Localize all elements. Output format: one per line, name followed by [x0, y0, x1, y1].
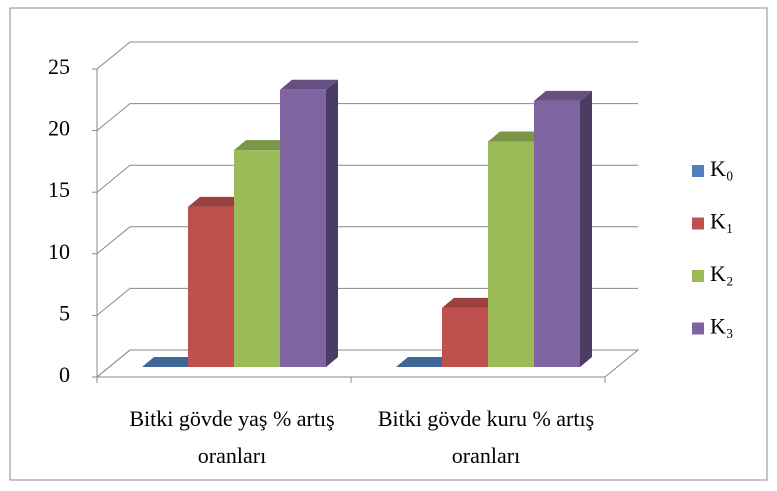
y-tick-label: 15 — [48, 177, 70, 202]
chart-border — [9, 7, 768, 481]
legend-label: K₀ — [710, 156, 734, 181]
grid-line — [96, 41, 638, 70]
grid-line — [96, 287, 638, 316]
x-tick-label: Bitki gövde kuru % artış oranları — [377, 406, 595, 468]
bar — [488, 141, 534, 367]
bar-top — [234, 140, 292, 151]
bar-side — [326, 79, 338, 368]
legend-swatch — [692, 270, 704, 282]
bar-side — [580, 90, 592, 367]
legend-label: K₂ — [710, 261, 734, 286]
legend-swatch — [692, 322, 704, 335]
y-tick-label: 25 — [48, 54, 70, 79]
bar-top — [188, 196, 246, 207]
bar-top — [488, 131, 546, 142]
y-tick-label: 5 — [59, 300, 70, 325]
legend-label: K₁ — [710, 209, 734, 234]
bar — [280, 89, 326, 368]
bar-top — [396, 357, 454, 367]
grid-line — [96, 226, 638, 255]
y-tick-label: 20 — [48, 116, 70, 141]
bar-top — [442, 297, 500, 308]
y-tick-label: 10 — [48, 239, 70, 264]
bar-top — [280, 79, 338, 90]
y-tick-label: 0 — [59, 362, 70, 387]
bar — [234, 150, 280, 367]
bar — [188, 206, 234, 367]
grid-line — [96, 164, 638, 193]
bar — [442, 307, 488, 367]
bar-top — [142, 357, 200, 367]
legend-swatch — [692, 165, 704, 177]
bar — [534, 100, 580, 367]
legend-swatch — [692, 217, 704, 230]
grid-line — [96, 103, 638, 131]
x-tick-label: Bitki gövde yaş % artış oranları — [129, 406, 335, 468]
bar-top — [534, 90, 592, 101]
legend-label: K₃ — [710, 314, 734, 339]
